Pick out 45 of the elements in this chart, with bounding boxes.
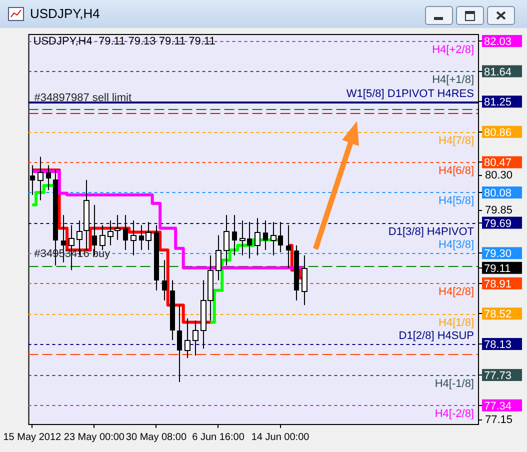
chart-title: USDJPY,H4	[30, 6, 100, 21]
y-tick-label: 78.52	[484, 308, 512, 321]
ref-line-label: D1[2/8] H4SUP	[398, 330, 474, 342]
chart-title: USDJPY,H4 79.11 79.13 79.11 79.11	[33, 36, 216, 48]
candlestick	[286, 224, 291, 268]
y-tick-label: 82.03	[484, 36, 512, 48]
x-tick-label: 15 May 2012	[3, 432, 62, 443]
x-tick-label: 14 Jun 00:00	[251, 432, 310, 443]
y-tick-label: 77.15	[485, 414, 513, 426]
x-tick-label: 23 May 00:00	[64, 432, 125, 443]
ref-line-label: H4[2/8]	[438, 286, 474, 298]
y-tick-label: 79.11	[484, 262, 511, 275]
ref-line-label: H4[+1/8]	[432, 74, 474, 86]
y-tick-label: 79.69	[484, 218, 512, 230]
candlestick	[162, 260, 167, 301]
y-tick-label: 77.34	[484, 400, 512, 412]
ref-line-label: H4[6/8]	[438, 165, 474, 178]
ref-line-label: H4[1/8]	[438, 317, 474, 330]
y-tick-label: 80.47	[484, 157, 512, 170]
ref-line-label: H4[5/8]	[438, 195, 474, 208]
candlestick	[46, 164, 51, 191]
x-tick-label: 30 May 08:00	[126, 432, 187, 443]
y-tick-label: 81.25	[484, 96, 512, 109]
y-tick-label: 78.91	[484, 278, 512, 290]
ref-line-label: H4[3/8]	[438, 239, 474, 252]
y-tick-label: 80.86	[484, 126, 512, 139]
candlestick	[123, 214, 128, 250]
y-tick-label: 79.85	[485, 204, 513, 216]
candlestick	[232, 214, 237, 256]
ref-line-label: W1[5/8] D1PIVOT H4RES	[346, 88, 474, 100]
ref-line-label: D1[3/8] H4PIVOT	[388, 226, 474, 238]
y-tick-label: 79.30	[484, 248, 512, 260]
ref-line-label: H4[-2/8]	[434, 408, 474, 420]
y-tick-label: 81.64	[484, 66, 512, 78]
ref-line-label: H4[-1/8]	[434, 378, 474, 390]
y-tick-label: 80.08	[484, 188, 512, 200]
y-tick-label: 78.13	[484, 339, 512, 352]
ref-line-label: H4[7/8]	[438, 135, 474, 148]
y-tick-label: 77.73	[484, 370, 512, 382]
candlestick	[177, 304, 182, 383]
annotation: #34897987 sell limit	[34, 92, 132, 104]
candlestick	[263, 220, 268, 250]
y-tick-label: 80.30	[485, 169, 513, 182]
ref-line-label: H4[+2/8]	[432, 44, 474, 56]
x-tick-label: 6 Jun 16:00	[192, 432, 245, 443]
